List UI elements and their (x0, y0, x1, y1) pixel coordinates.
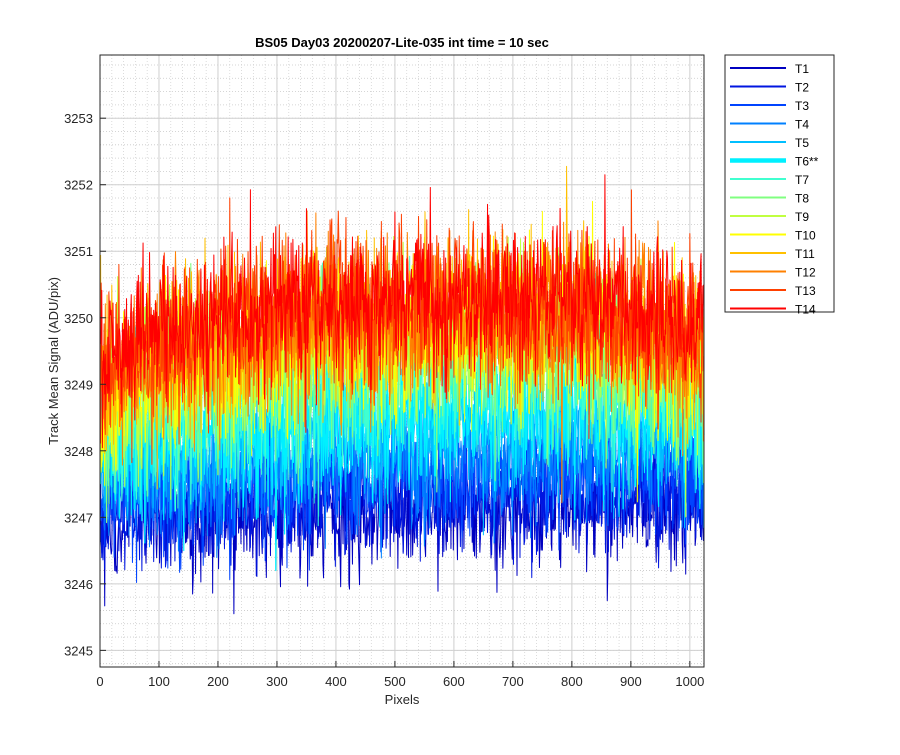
legend-label: T12 (795, 266, 816, 280)
y-tick-label: 3246 (64, 577, 93, 592)
x-tick-label: 800 (561, 674, 583, 689)
legend-label: T2 (795, 81, 809, 95)
series-layer (99, 165, 705, 615)
legend-label: T4 (795, 118, 809, 132)
legend-label: T3 (795, 99, 809, 113)
y-tick-label: 3251 (64, 244, 93, 259)
x-axis-label: Pixels (385, 692, 420, 707)
x-tick-label: 600 (443, 674, 465, 689)
legend-label: T10 (795, 229, 816, 243)
legend-label: T11 (795, 247, 815, 261)
y-tick-label: 3248 (64, 444, 93, 459)
x-axis: 0 100 200 300 400 500 600 700 800 900 1000 (96, 661, 704, 689)
y-axis-label: Track Mean Signal (ADU/pix) (46, 277, 61, 445)
x-tick-label: 100 (148, 674, 170, 689)
legend-label: T13 (795, 284, 816, 298)
x-tick-label: 300 (266, 674, 288, 689)
y-tick-label: 3250 (64, 311, 93, 326)
legend-label: T5 (795, 136, 809, 150)
legend: T1 T2 T3 T4 T5 T6** T7 T8 T9 T10 T11 T12 T13 T14 (724, 54, 835, 317)
legend-label: T1 (795, 62, 809, 76)
y-tick-label: 3245 (64, 643, 93, 658)
series-line-t14 (100, 174, 705, 449)
x-tick-label: 900 (620, 674, 642, 689)
legend-label: T8 (795, 192, 809, 206)
legend-label: T9 (795, 210, 809, 224)
chart-title: BS05 Day03 20200207-Lite-035 int time = … (255, 35, 549, 50)
x-tick-label: 0 (96, 674, 103, 689)
legend-box (724, 54, 835, 313)
legend-label: T14 (795, 303, 816, 317)
legend-label: T6** (795, 155, 819, 169)
y-tick-label: 3249 (64, 377, 93, 392)
y-tick-label: 3253 (64, 111, 93, 126)
y-tick-label: 3247 (64, 510, 93, 525)
y-tick-label: 3252 (64, 178, 93, 193)
x-tick-label: 1000 (675, 674, 704, 689)
y-axis: 3245 3246 3247 3248 3249 3250 3251 3252 3253 (64, 111, 106, 658)
legend-label: T7 (795, 173, 809, 187)
plot-frame (99, 54, 705, 668)
x-tick-label: 700 (502, 674, 524, 689)
x-tick-label: 500 (384, 674, 406, 689)
x-tick-label: 400 (325, 674, 347, 689)
x-tick-label: 200 (207, 674, 229, 689)
